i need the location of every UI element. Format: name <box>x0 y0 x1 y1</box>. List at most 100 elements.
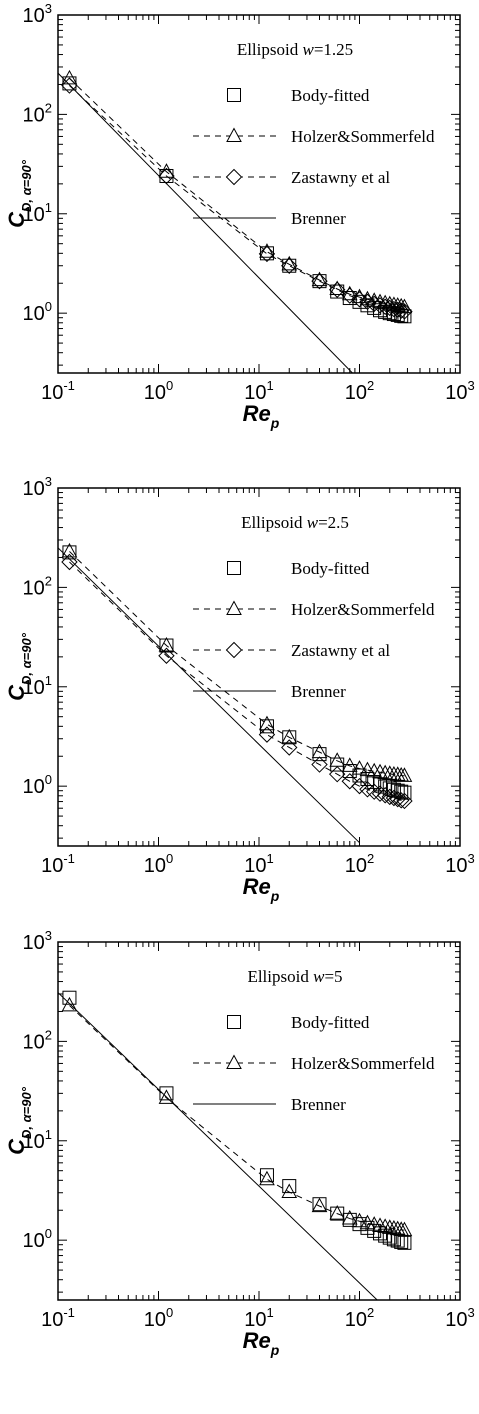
data-point-triangle <box>351 1212 368 1228</box>
x-tick-label: 10-1 <box>41 378 75 404</box>
data-point-triangle <box>281 728 298 744</box>
data-point-square <box>259 1168 274 1183</box>
text-span: 1 <box>45 1127 52 1142</box>
text-span: 10 <box>23 577 45 599</box>
data-point-diamond <box>365 783 383 800</box>
data-point-triangle <box>386 1219 402 1235</box>
data-point-triangle <box>311 271 328 287</box>
text-span: 10 <box>244 1309 266 1331</box>
text-span: 1 <box>45 673 52 688</box>
text-span: 0 <box>45 772 52 787</box>
series-line <box>58 72 353 373</box>
data-point-diamond <box>392 792 410 809</box>
legend-marker-square <box>227 88 241 102</box>
text-span: 10 <box>23 776 45 798</box>
legend-label: Holzer&Sommerfeld <box>291 1054 435 1073</box>
chart-title: Ellipsoid w=5 <box>247 967 342 986</box>
data-point-triangle <box>381 765 398 780</box>
text-span: 1 <box>267 1305 274 1320</box>
text-span: =5 <box>324 967 342 986</box>
text-span: 10 <box>41 1309 63 1331</box>
data-point-diamond <box>351 777 368 795</box>
text-span: Ellipsoid <box>247 967 313 986</box>
data-point-triangle <box>341 285 358 301</box>
legend-marker-triangle <box>226 1054 242 1069</box>
data-point-triangle <box>259 715 275 731</box>
data-point-triangle <box>396 1221 413 1237</box>
data-point-diamond <box>61 77 78 94</box>
text-span: -1 <box>63 378 75 393</box>
y-axis-label: CD, α=90° <box>4 159 34 228</box>
text-span: Ellipsoid <box>237 40 303 59</box>
text-span: C <box>4 211 29 228</box>
x-axis-label: Rep <box>243 874 280 904</box>
plot-frame <box>57 14 461 374</box>
series-line <box>58 547 360 844</box>
data-point-triangle <box>377 764 393 780</box>
data-point-diamond <box>371 297 389 314</box>
x-axis-label: Rep <box>243 401 280 431</box>
text-span: 3 <box>468 1305 475 1320</box>
y-tick-label: 100 <box>23 1226 52 1252</box>
legend-label: Holzer&Sommerfeld <box>291 127 435 146</box>
data-point-triangle <box>158 636 175 652</box>
data-point-triangle <box>61 542 78 558</box>
chart-title: Ellipsoid w=1.25 <box>237 40 353 59</box>
data-point-square <box>259 719 274 734</box>
legend-marker-square <box>227 561 241 575</box>
y-tick-label: 103 <box>23 928 52 954</box>
data-point-triangle <box>372 763 388 779</box>
legend: Body-fitted Holzer&Sommerfeld Zastawny et … <box>193 559 435 701</box>
text-span: 2 <box>45 573 52 588</box>
text-span: Re <box>243 874 271 899</box>
text-span: 10 <box>345 1309 367 1331</box>
text-span: 3 <box>45 1 52 16</box>
text-span: 10 <box>23 677 45 699</box>
data-point-diamond <box>365 295 383 313</box>
y-axis-label-group: CD, α=90° <box>4 632 34 701</box>
series-brenner <box>58 992 378 1300</box>
text-span: C <box>4 684 29 701</box>
data-point-triangle <box>381 1219 398 1234</box>
data-point-diamond <box>258 726 276 743</box>
text-span: 10 <box>23 104 45 126</box>
data-point-square <box>312 747 327 762</box>
data-point-diamond <box>341 773 358 790</box>
data-point-triangle <box>311 1197 328 1213</box>
data-point-square <box>367 1223 382 1238</box>
text-span: 10 <box>445 382 467 404</box>
data-point-diamond <box>389 790 406 808</box>
data-point-triangle <box>366 762 383 778</box>
y-tick-label: 100 <box>23 299 52 325</box>
text-span: p <box>270 888 280 904</box>
data-point-triangle <box>259 1170 275 1186</box>
legend-marker-triangle <box>226 127 242 142</box>
chart-title: Ellipsoid w=2.5 <box>241 513 349 532</box>
text-span: 2 <box>367 851 374 866</box>
x-tick-label: 101 <box>244 851 273 877</box>
data-point-diamond <box>328 765 346 783</box>
text-span: w <box>313 967 325 986</box>
data-point-diamond <box>281 257 298 274</box>
series-brenner <box>58 547 360 844</box>
series-holzer-sommerfeld <box>61 996 413 1237</box>
legend-label: Brenner <box>291 209 346 228</box>
series-line <box>69 78 405 308</box>
text-span: 1 <box>45 200 52 215</box>
data-point-diamond <box>281 739 298 756</box>
legend-marker-triangle <box>226 600 242 615</box>
y-axis-label-group: CD, α=90° <box>4 1086 34 1155</box>
data-point-diamond <box>328 281 346 298</box>
legend-marker-square <box>227 1015 241 1029</box>
data-point-square <box>382 1230 397 1245</box>
data-point-diamond <box>341 287 358 304</box>
data-point-diamond <box>371 785 389 802</box>
y-tick-label: 103 <box>23 474 52 500</box>
data-point-square <box>312 274 327 289</box>
data-point-diamond <box>376 787 394 804</box>
plot-area <box>58 542 413 844</box>
legend-label: Holzer&Sommerfeld <box>291 600 435 619</box>
data-point-triangle <box>341 757 358 772</box>
x-tick-label: 100 <box>144 851 173 877</box>
